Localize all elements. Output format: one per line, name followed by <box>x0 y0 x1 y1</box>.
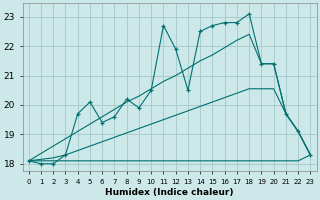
X-axis label: Humidex (Indice chaleur): Humidex (Indice chaleur) <box>105 188 234 197</box>
